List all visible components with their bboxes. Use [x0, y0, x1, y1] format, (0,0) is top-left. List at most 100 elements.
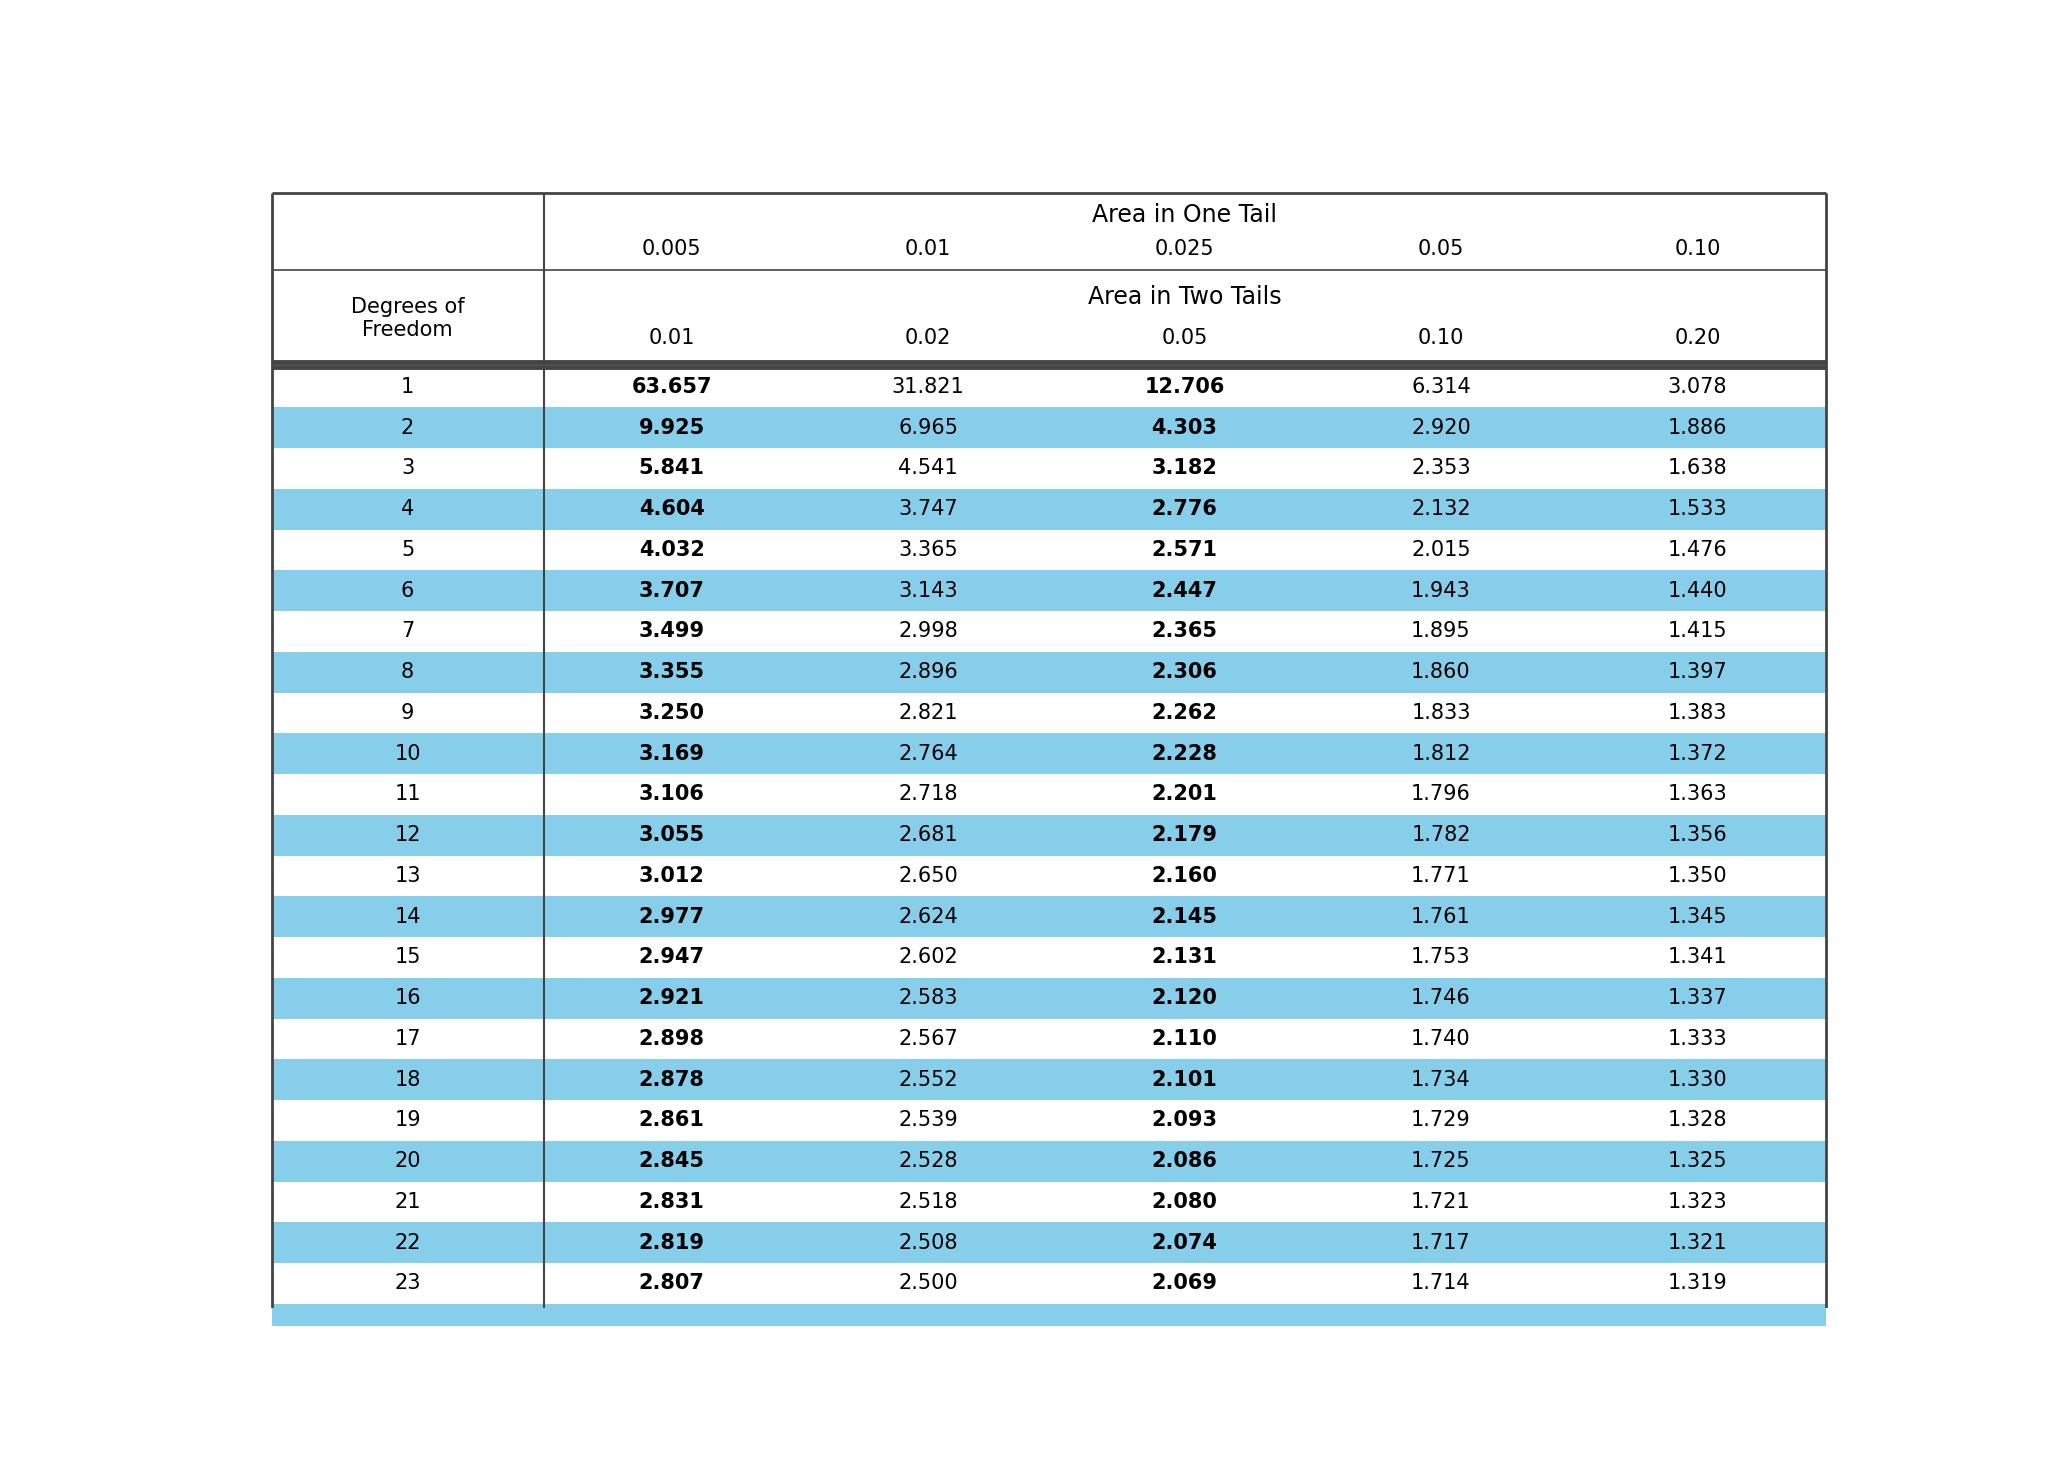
Text: 0.025: 0.025 [1154, 238, 1215, 259]
Bar [272, 1263, 1825, 1304]
Text: 2.201: 2.201 [1152, 785, 1217, 804]
Text: 2.650: 2.650 [898, 866, 958, 886]
Text: 10: 10 [395, 744, 421, 764]
Text: 2.101: 2.101 [1152, 1070, 1217, 1089]
Text: 1.356: 1.356 [1667, 825, 1727, 845]
Text: 3.182: 3.182 [1152, 459, 1217, 478]
Text: 2.528: 2.528 [898, 1151, 958, 1172]
Text: 1.330: 1.330 [1667, 1070, 1727, 1089]
Text: 2.807: 2.807 [638, 1273, 704, 1294]
Text: 2.602: 2.602 [898, 947, 958, 967]
Text: Degrees of: Degrees of [350, 297, 464, 318]
Text: 2.571: 2.571 [1152, 539, 1217, 560]
Text: 1.812: 1.812 [1412, 744, 1471, 764]
Text: 3.055: 3.055 [638, 825, 704, 845]
Text: 4: 4 [401, 500, 413, 519]
Text: 3.012: 3.012 [638, 866, 704, 886]
Text: 17: 17 [395, 1029, 421, 1050]
Text: 13: 13 [395, 866, 421, 886]
Text: 1.746: 1.746 [1412, 988, 1471, 1008]
Text: 4.604: 4.604 [638, 500, 704, 519]
Text: 2.131: 2.131 [1152, 947, 1217, 967]
Text: 4.541: 4.541 [898, 459, 958, 478]
Text: 1.415: 1.415 [1667, 622, 1727, 641]
Text: 9.925: 9.925 [638, 417, 706, 438]
Text: 2.819: 2.819 [638, 1233, 704, 1252]
Text: 22: 22 [395, 1233, 421, 1252]
Text: 1.476: 1.476 [1667, 539, 1727, 560]
Text: 1.761: 1.761 [1412, 907, 1471, 926]
Text: 2.228: 2.228 [1152, 744, 1217, 764]
Text: 1.721: 1.721 [1412, 1192, 1471, 1211]
Text: 4.303: 4.303 [1152, 417, 1217, 438]
Text: 1.638: 1.638 [1667, 459, 1727, 478]
Text: 2.896: 2.896 [898, 662, 958, 682]
Text: 1.321: 1.321 [1667, 1233, 1727, 1252]
Text: 2.776: 2.776 [1152, 500, 1217, 519]
Text: 0.10: 0.10 [1418, 328, 1465, 348]
Text: 2.120: 2.120 [1152, 988, 1217, 1008]
Text: 1.337: 1.337 [1667, 988, 1727, 1008]
Bar [272, 1222, 1825, 1263]
Bar [272, 448, 1825, 490]
Text: 16: 16 [395, 988, 421, 1008]
Text: 1.782: 1.782 [1412, 825, 1471, 845]
Text: 1: 1 [401, 376, 413, 397]
Bar [272, 570, 1825, 612]
Text: 3.106: 3.106 [638, 785, 704, 804]
Text: 2.977: 2.977 [638, 907, 704, 926]
Bar [272, 651, 1825, 692]
Text: 2.821: 2.821 [898, 703, 958, 723]
Text: 12: 12 [395, 825, 421, 845]
Text: 1.363: 1.363 [1667, 785, 1727, 804]
Text: 2.074: 2.074 [1152, 1233, 1217, 1252]
Text: 12.706: 12.706 [1144, 376, 1226, 397]
Text: 1.895: 1.895 [1412, 622, 1471, 641]
Text: 1.350: 1.350 [1667, 866, 1727, 886]
Text: 1.740: 1.740 [1412, 1029, 1471, 1050]
Text: 2.921: 2.921 [638, 988, 704, 1008]
Bar [272, 194, 1825, 270]
Bar [272, 270, 1825, 366]
Text: 3.078: 3.078 [1667, 376, 1727, 397]
Bar [272, 407, 1825, 448]
Text: 21: 21 [395, 1192, 421, 1211]
Text: 2.069: 2.069 [1152, 1273, 1217, 1294]
Text: 2.508: 2.508 [898, 1233, 958, 1252]
Text: 1.323: 1.323 [1667, 1192, 1727, 1211]
Text: 2.500: 2.500 [898, 1273, 958, 1294]
Text: 3: 3 [401, 459, 413, 478]
Text: 2.365: 2.365 [1152, 622, 1217, 641]
Text: 1.771: 1.771 [1412, 866, 1471, 886]
Text: 1.319: 1.319 [1667, 1273, 1727, 1294]
Text: 0.005: 0.005 [642, 238, 702, 259]
Text: 2.518: 2.518 [898, 1192, 958, 1211]
Bar [272, 692, 1825, 734]
Text: 2.552: 2.552 [898, 1070, 958, 1089]
Text: 19: 19 [395, 1110, 421, 1130]
Text: 2.624: 2.624 [898, 907, 958, 926]
Text: 14: 14 [395, 907, 421, 926]
Text: 1.729: 1.729 [1412, 1110, 1471, 1130]
Text: 3.499: 3.499 [638, 622, 704, 641]
Text: 1.533: 1.533 [1667, 500, 1727, 519]
Bar [272, 978, 1825, 1019]
Bar [272, 1060, 1825, 1100]
Bar [272, 1141, 1825, 1182]
Text: 9: 9 [401, 703, 413, 723]
Text: 0.05: 0.05 [1418, 238, 1465, 259]
Text: 1.717: 1.717 [1412, 1233, 1471, 1252]
Text: 1.725: 1.725 [1412, 1151, 1471, 1172]
Text: 6.314: 6.314 [1412, 376, 1471, 397]
Text: 2.262: 2.262 [1152, 703, 1217, 723]
Text: 3.143: 3.143 [898, 581, 958, 601]
Text: 2.539: 2.539 [898, 1110, 958, 1130]
Text: 1.328: 1.328 [1667, 1110, 1727, 1130]
Bar [272, 366, 1825, 407]
Text: 2.764: 2.764 [898, 744, 958, 764]
Text: 2: 2 [401, 417, 413, 438]
Text: 2.583: 2.583 [898, 988, 958, 1008]
Text: 1.372: 1.372 [1667, 744, 1727, 764]
Text: 2.567: 2.567 [898, 1029, 958, 1050]
Text: 2.845: 2.845 [638, 1151, 704, 1172]
